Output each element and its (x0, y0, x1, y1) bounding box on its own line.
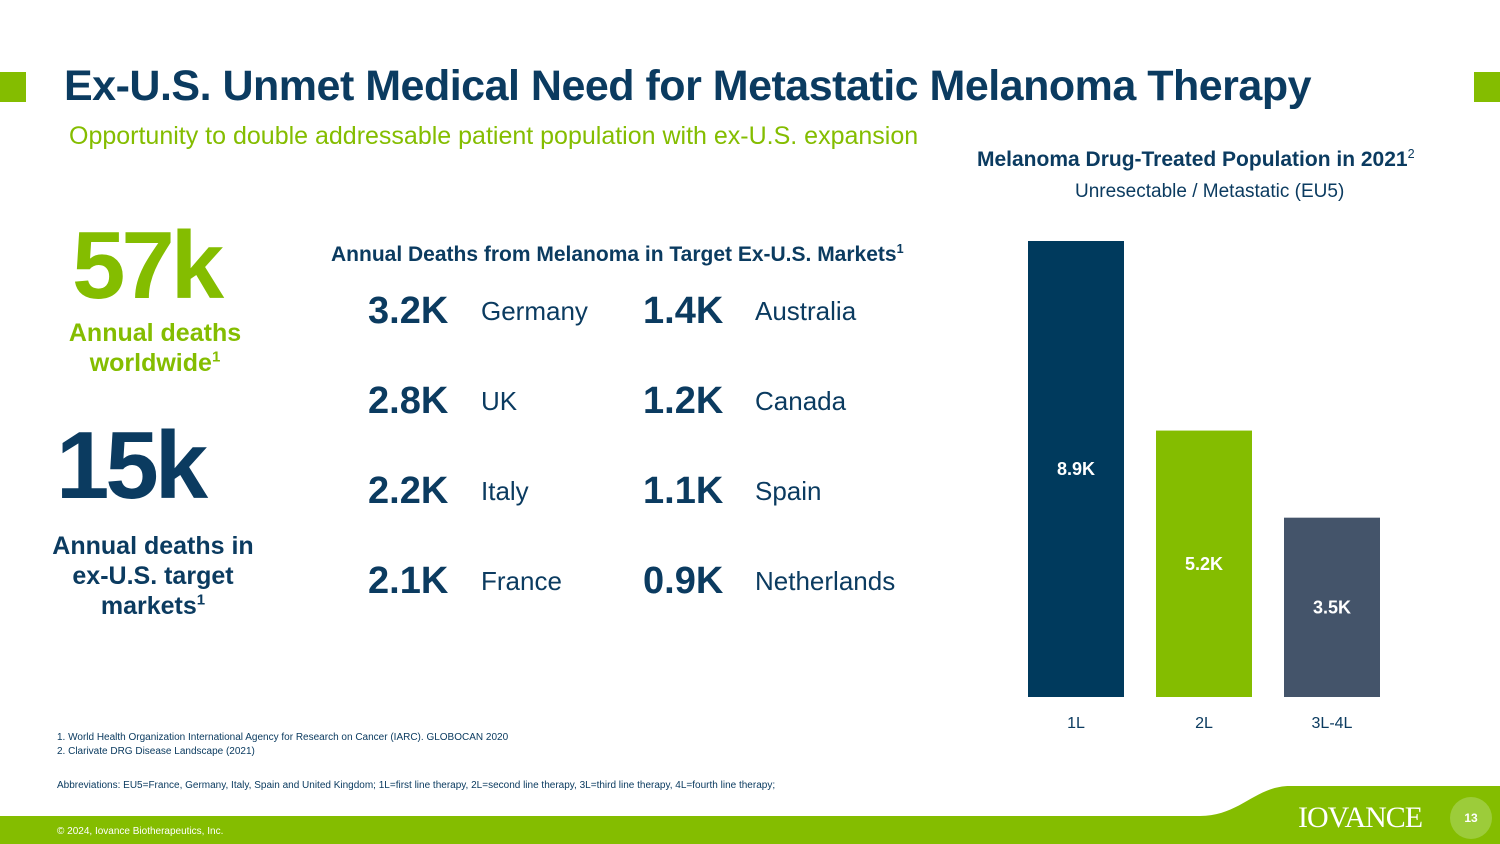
population-bar-chart: 8.9K 1L 5.2K 2L 3.5K 3L-4L (1028, 241, 1380, 732)
market-country-germany: Germany (481, 296, 588, 326)
market-value-france: 2.1K (368, 560, 449, 602)
bar-value-label: 3.5K (1313, 597, 1351, 617)
footnote-2: 2. Clarivate DRG Disease Landscape (2021… (57, 746, 255, 757)
market-country-netherlands: Netherlands (755, 566, 896, 596)
category-label: 2L (1195, 715, 1213, 732)
footer-curve (1200, 786, 1500, 817)
market-country-italy: Italy (481, 476, 529, 506)
copyright: © 2024, Iovance Biotherapeutics, Inc. (57, 826, 224, 837)
market-value-germany: 3.2K (368, 290, 449, 332)
market-value-spain: 1.1K (643, 470, 724, 512)
markets-heading: Annual Deaths from Melanoma in Target Ex… (331, 243, 904, 267)
stat-worldwide-label-text: Annual deaths worldwide (68, 319, 242, 377)
bar-value-label: 5.2K (1185, 554, 1223, 574)
market-country-uk: UK (481, 386, 518, 416)
bar-value-label: 8.9K (1057, 459, 1095, 479)
markets-heading-ref: 1 (896, 242, 904, 256)
stat-worldwide-ref: 1 (211, 348, 221, 366)
bar-1l (1028, 241, 1124, 697)
footnotes: 1. World Health Organization Internation… (57, 731, 508, 759)
page-subtitle: Opportunity to double addressable patien… (69, 122, 919, 150)
market-country-australia: Australia (755, 296, 857, 326)
category-label: 1L (1067, 715, 1085, 732)
market-value-canada: 1.2K (643, 380, 724, 422)
bar-2l (1156, 430, 1252, 697)
abbreviations: Abbreviations: EU5=France, Germany, Ital… (57, 780, 776, 791)
market-value-netherlands: 0.9K (643, 560, 724, 602)
footnote-1: 1. World Health Organization Internation… (57, 732, 509, 743)
market-value-italy: 2.2K (368, 470, 449, 512)
iovance-logo: IOVANCE (1298, 801, 1423, 834)
category-label: 3L-4L (1312, 715, 1353, 732)
stat-worldwide-label: Annual deaths worldwide1 (55, 318, 255, 378)
chart-title-text: Melanoma Drug-Treated Population in 2021 (977, 148, 1408, 171)
chart-title-ref: 2 (1407, 147, 1415, 161)
markets-heading-text: Annual Deaths from Melanoma in Target Ex… (331, 243, 897, 266)
chart-subtitle: Unresectable / Metastatic (EU5) (1075, 181, 1345, 202)
stat-target-label-text: Annual deaths in ex-U.S. target markets (52, 532, 254, 620)
stat-worldwide-value: 57k (72, 212, 224, 319)
stat-target-value: 15k (56, 412, 208, 519)
chart-title: Melanoma Drug-Treated Population in 2021… (977, 148, 1415, 172)
bar-3l-4l (1284, 517, 1380, 697)
page-title: Ex-U.S. Unmet Medical Need for Metastati… (64, 62, 1312, 110)
market-country-canada: Canada (755, 386, 847, 416)
market-value-australia: 1.4K (643, 290, 724, 332)
page-number-badge: 13 (1450, 797, 1492, 839)
market-value-uk: 2.8K (368, 380, 449, 422)
market-country-france: France (481, 566, 562, 596)
stat-target-label: Annual deaths in ex-U.S. target markets1 (40, 531, 266, 621)
market-country-spain: Spain (755, 476, 822, 506)
accent-square-left (0, 72, 26, 102)
accent-square-right (1474, 72, 1500, 102)
footer-band (0, 816, 1500, 844)
stat-target-ref: 1 (196, 591, 206, 609)
